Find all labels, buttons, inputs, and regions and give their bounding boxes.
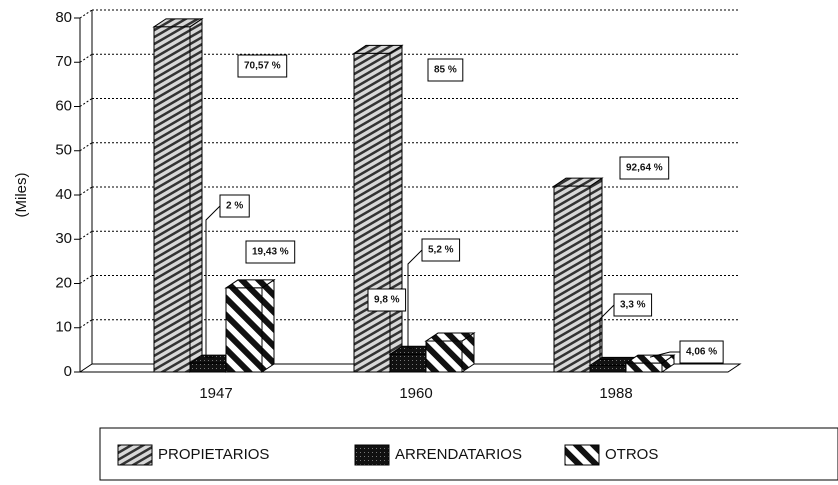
data-label: 70,57 % (244, 61, 281, 72)
bar (425, 340, 463, 373)
y-tick-label: 10 (55, 319, 72, 336)
bar (389, 353, 427, 373)
data-label-box (237, 54, 288, 78)
data-label-box (427, 58, 464, 82)
data-label-box (245, 240, 296, 264)
leader-line (205, 205, 221, 358)
data-label-box (367, 288, 407, 312)
grid-line (79, 275, 93, 284)
leader-line (599, 304, 615, 360)
data-label: 2 % (226, 201, 243, 212)
y-tick-label: 0 (64, 363, 72, 380)
floor (78, 363, 742, 373)
bar-side (389, 44, 403, 373)
grid-line (79, 9, 93, 19)
data-label: 4,06 % (686, 347, 717, 358)
data-label: 19,43 % (252, 247, 289, 258)
leader-line (649, 351, 680, 358)
grid-line (79, 319, 93, 329)
grid-line (79, 53, 93, 63)
x-tick-label: 1947 (199, 385, 232, 402)
bar (625, 362, 663, 373)
grid-line (79, 186, 93, 196)
data-label: 5,2 % (428, 245, 454, 256)
data-label: 92,64 % (626, 163, 663, 174)
x-tick-label: 1988 (599, 385, 632, 402)
bar-side (261, 278, 275, 373)
grid-line (79, 98, 93, 107)
bar-side (189, 17, 203, 373)
data-label: 9,8 % (374, 295, 400, 306)
legend-swatch (117, 444, 153, 466)
legend-label: ARRENDATARIOS (395, 446, 522, 463)
data-label: 3,3 % (620, 300, 646, 311)
legend-box (99, 427, 838, 481)
bar (225, 287, 263, 373)
y-tick-label: 40 (55, 186, 72, 203)
grid-line (79, 142, 93, 152)
data-label-box (619, 156, 670, 180)
bar (589, 364, 627, 373)
y-tick-label: 30 (55, 230, 72, 247)
bar (153, 26, 191, 373)
legend-label: PROPIETARIOS (158, 446, 269, 463)
bar (553, 185, 591, 373)
bar (189, 362, 227, 373)
y-tick-label: 80 (55, 9, 72, 26)
data-label: 85 % (434, 65, 457, 76)
legend-swatch (564, 444, 600, 466)
legend-label: OTROS (605, 446, 658, 463)
y-tick-label: 20 (55, 274, 72, 291)
y-tick-label: 60 (55, 97, 72, 114)
grid-line (79, 230, 93, 240)
y-tick-label: 50 (55, 142, 72, 159)
y-tick-label: 70 (55, 53, 72, 70)
y-axis-label: (Miles) (13, 173, 30, 218)
x-tick-label: 1960 (399, 385, 432, 402)
bar (353, 52, 391, 373)
leader-line (407, 249, 423, 349)
legend-swatch (354, 444, 390, 466)
